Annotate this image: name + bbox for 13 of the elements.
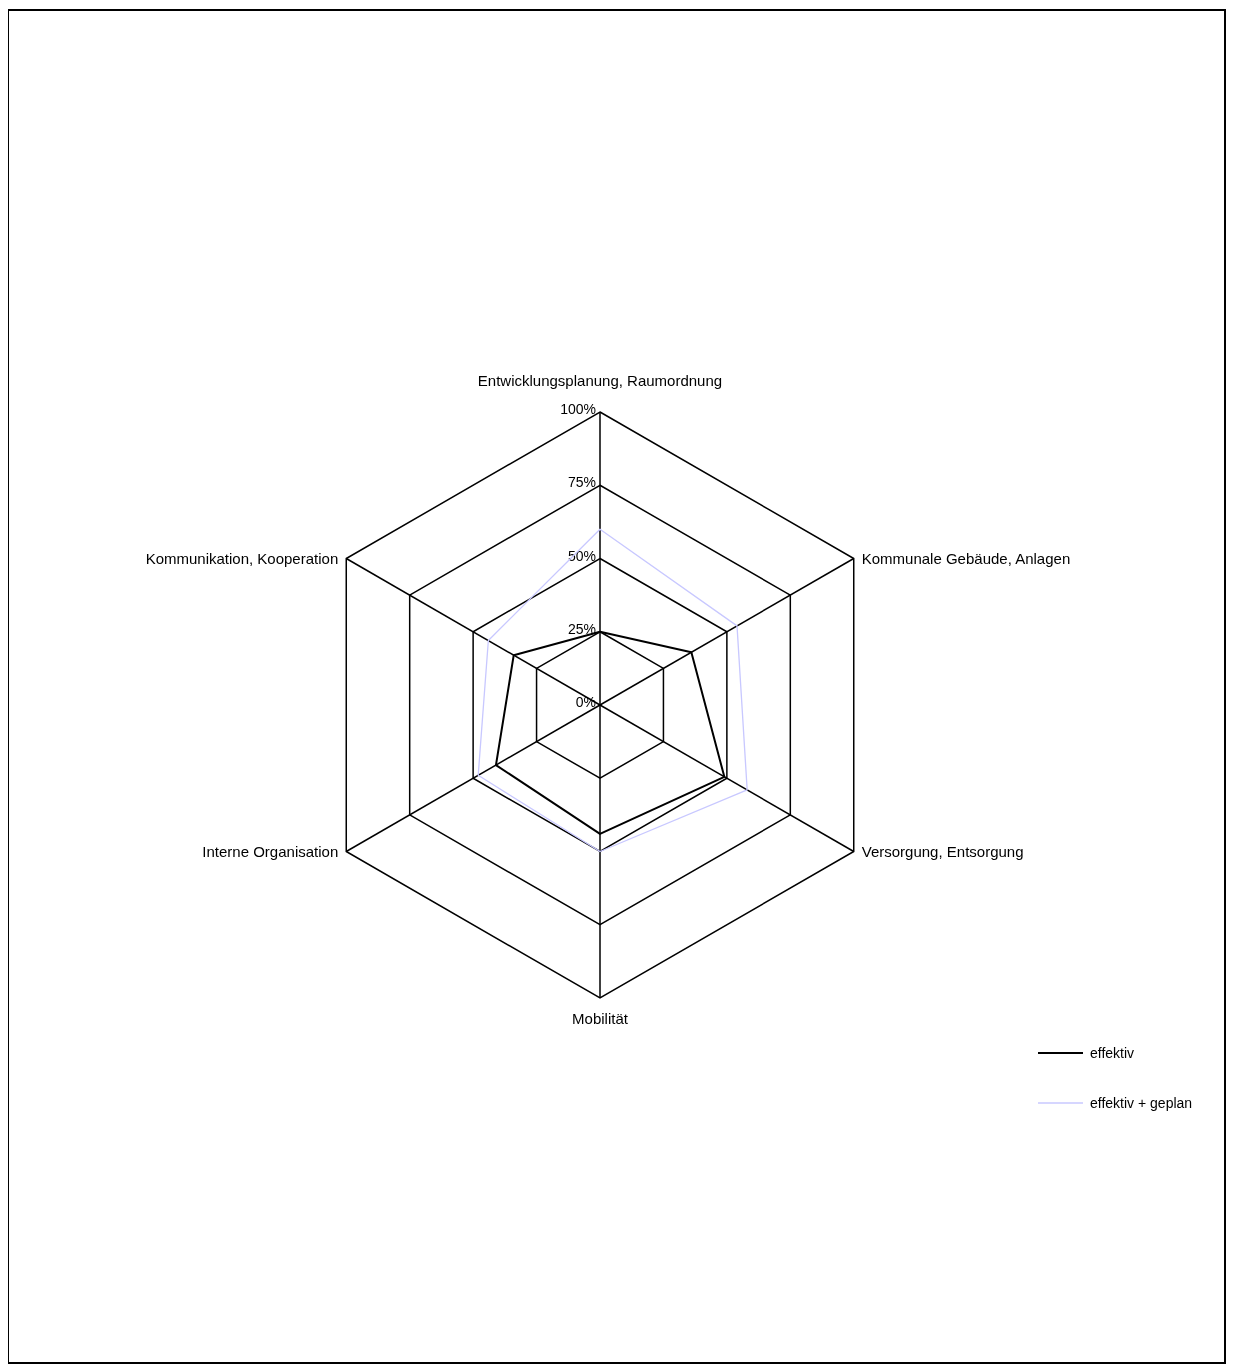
y-tick-label: 25% xyxy=(567,620,596,637)
spoke-label: Interne Organisation xyxy=(202,842,339,860)
y-tick-label: 75% xyxy=(567,474,596,491)
spoke-label: Versorgung, Entsorgung xyxy=(861,842,1024,860)
legend-label: effektiv xyxy=(1090,1045,1135,1061)
y-tick-label: 50% xyxy=(567,547,596,564)
legend-label: effektiv + geplan xyxy=(1090,1095,1193,1111)
y-tick-label: 100% xyxy=(560,401,596,417)
spoke-label: Kommunale Gebäude, Anlagen xyxy=(861,549,1071,567)
spoke-label: Entwicklungsplanung, Raumordnung xyxy=(477,372,723,389)
y-tick-label: 0% xyxy=(575,694,596,710)
spoke-label: Mobilität xyxy=(572,1010,629,1027)
spoke-label: Kommunikation, Kooperation xyxy=(145,549,339,567)
